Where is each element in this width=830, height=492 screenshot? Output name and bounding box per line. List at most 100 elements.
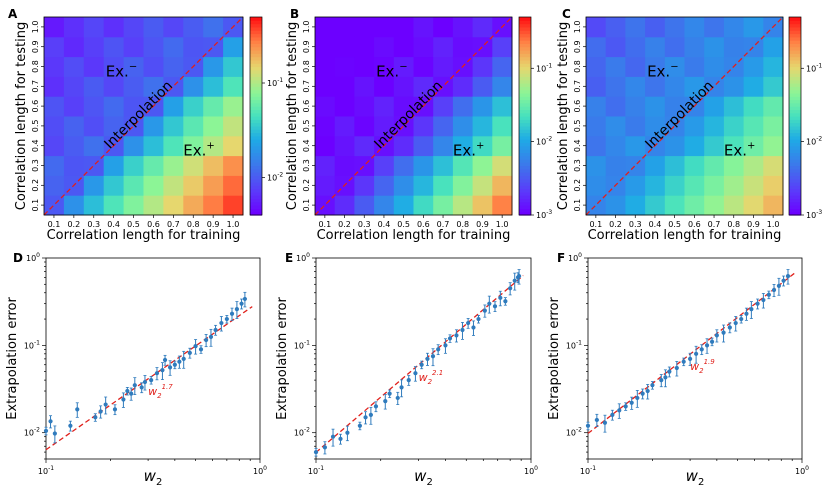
data-point xyxy=(52,431,57,436)
heatmap-cell xyxy=(143,155,164,176)
x-tick-label: 0.8 xyxy=(187,220,200,229)
x-tick-label: 0.4 xyxy=(378,220,391,229)
data-point xyxy=(466,320,471,326)
plot-frame xyxy=(314,16,513,216)
data-point xyxy=(512,278,517,283)
heatmap-cell xyxy=(354,56,375,77)
fit-line xyxy=(45,306,253,451)
y-tick-label: 0.5 xyxy=(573,120,582,133)
heatmap-cell xyxy=(334,36,355,58)
x-tick-label: 0.5 xyxy=(668,220,681,229)
data-point xyxy=(363,415,368,420)
y-tick-label: 0.6 xyxy=(302,100,311,113)
annotation-ex-plus-sup: + xyxy=(206,141,214,152)
colorbar-segment xyxy=(250,132,262,137)
x-tick-label: 0.7 xyxy=(167,220,180,229)
heatmap-cell xyxy=(374,155,395,176)
heatmap-cell xyxy=(315,76,336,97)
data-point xyxy=(198,347,204,352)
data-point xyxy=(508,286,513,291)
y-tick-label: 10-2 xyxy=(24,427,40,438)
data-point xyxy=(43,428,49,433)
heatmap-panel-c: 0.1 0.1 0.2 0.2 0.3 0.3 0.4 0.4 0.5 0.5 0.6 0.6 0.7 0… xyxy=(556,7,822,243)
heatmap-cell xyxy=(123,56,144,77)
x-tick-label: 0.6 xyxy=(417,220,430,229)
colorbar-segment xyxy=(250,40,262,44)
annotation-ex-plus-text: Ex. xyxy=(453,142,476,160)
colorbar-segment xyxy=(519,106,531,110)
colorbar-segment xyxy=(250,182,262,186)
colorbar-segment xyxy=(519,112,531,117)
data-point xyxy=(663,375,668,380)
panel-letter: C xyxy=(562,7,571,21)
heatmap-cell xyxy=(163,135,184,157)
data-point xyxy=(139,385,144,390)
y-tick-label: 0.4 xyxy=(31,139,40,152)
y-tick-label: 10-1 xyxy=(294,339,310,350)
heatmap-cell xyxy=(203,56,224,77)
heatmap-cell xyxy=(183,116,204,137)
heatmap-cell xyxy=(492,155,513,176)
colorbar-segment xyxy=(250,195,262,200)
heatmap-cell xyxy=(684,155,705,176)
y-axis-label: Extrapolation error xyxy=(547,297,562,420)
colorbar-segment xyxy=(250,129,262,134)
colorbar-segment xyxy=(519,96,531,101)
colorbar-segment xyxy=(789,125,801,130)
heatmap-cell xyxy=(763,36,784,58)
heatmap-cell xyxy=(605,36,626,58)
colorbar-segment xyxy=(519,208,531,213)
x-tick-label: 0.5 xyxy=(397,220,410,229)
fit-annotation: w21.7 xyxy=(148,383,173,400)
colorbar-tick-exp: -2 xyxy=(277,171,283,178)
x-tick-label: 0.9 xyxy=(476,220,489,229)
heatmap-cell xyxy=(413,36,434,58)
colorbar-segment xyxy=(789,89,801,94)
annotation-ex-minus-text: Ex. xyxy=(647,62,670,80)
heatmap-cell xyxy=(203,76,224,97)
colorbar-segment xyxy=(789,109,801,114)
colorbar-segment xyxy=(250,63,262,68)
heatmap-cell xyxy=(763,96,784,117)
heatmap-cell xyxy=(684,56,705,77)
colorbar-segment xyxy=(789,102,801,107)
colorbar-tick-label: 10-2 xyxy=(536,136,552,147)
colorbar-segment xyxy=(250,116,262,120)
colorbar-tick-label: 10-3 xyxy=(536,209,552,220)
y-tick-label: 0.6 xyxy=(573,100,582,113)
heatmap-cell xyxy=(103,56,125,77)
y-tick-label: 0.5 xyxy=(31,120,40,133)
x-tick-label: 0.4 xyxy=(649,220,662,229)
data-point xyxy=(112,407,118,412)
colorbar: 10-310-210-1 xyxy=(788,16,822,220)
data-point xyxy=(487,301,492,306)
heatmap-cell xyxy=(625,76,646,97)
heatmap-cell xyxy=(44,195,65,216)
colorbar-segment xyxy=(519,76,531,81)
heatmap-cell xyxy=(645,56,666,77)
colorbar-tick-label: 10-1 xyxy=(806,62,822,73)
heatmap-cell xyxy=(452,36,474,58)
heatmap-cell xyxy=(492,56,513,77)
fit-annotation-sub: 2 xyxy=(428,378,433,386)
heatmap-cell xyxy=(625,96,646,117)
heatmap-cell xyxy=(605,195,626,216)
data-point xyxy=(129,391,134,396)
heatmap-cell xyxy=(315,195,336,216)
colorbar-segment xyxy=(519,69,531,74)
colorbar-segment xyxy=(789,112,801,117)
heatmap-cell xyxy=(163,56,184,77)
data-point xyxy=(162,357,168,363)
colorbar-segment xyxy=(789,50,801,54)
heatmap-cell xyxy=(315,36,336,58)
data-point xyxy=(443,343,448,348)
heatmap-cell xyxy=(123,175,144,196)
heatmap-cell xyxy=(334,76,355,97)
x-tick-label: 0.3 xyxy=(358,220,371,229)
heatmap-cell xyxy=(163,96,184,117)
heatmap-cell xyxy=(433,56,454,77)
colorbar-segment xyxy=(250,96,262,101)
heatmap-cell xyxy=(763,135,784,157)
diagonal-line xyxy=(43,16,244,216)
heatmap-cell xyxy=(123,195,144,216)
